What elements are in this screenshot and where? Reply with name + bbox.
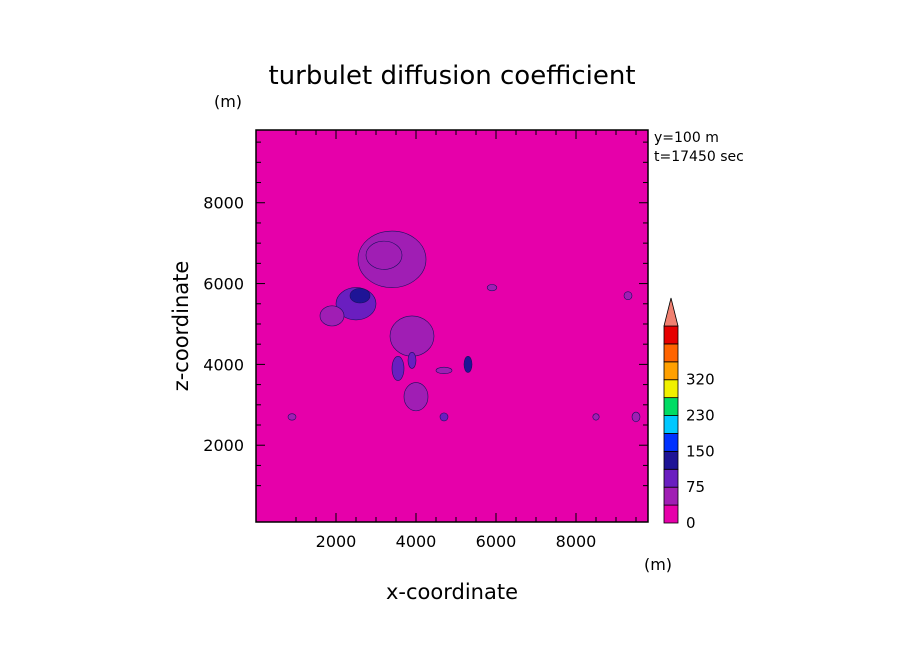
colorbar-label: 75 xyxy=(686,478,705,496)
contour-spot-a xyxy=(439,412,449,422)
contour-fill-layer xyxy=(287,230,641,423)
y-axis-label: z-coordinate xyxy=(169,261,193,392)
x-tick-label: 6000 xyxy=(476,532,517,551)
x-unit-label: (m) xyxy=(644,555,672,574)
chart-title: turbulet diffusion coefficient xyxy=(268,61,635,91)
contour-spot-g xyxy=(592,413,600,421)
plot-frame xyxy=(255,129,649,523)
y-tick-label: 6000 xyxy=(203,275,244,294)
plot-area xyxy=(255,129,649,523)
colorbar-swatch xyxy=(663,397,679,416)
contour-spot-d xyxy=(486,284,498,292)
contour-upper-cloud-core xyxy=(365,240,403,270)
plot-background xyxy=(256,130,648,522)
y-tick-label: 4000 xyxy=(203,355,244,374)
contour-spot-e xyxy=(623,291,633,301)
colorbar-extend-arrow xyxy=(663,297,679,327)
contour-left-arm xyxy=(319,305,345,327)
x-tick-label: 4000 xyxy=(396,532,437,551)
contour-spot-c xyxy=(631,411,641,423)
contour-mid-core-2 xyxy=(407,351,417,369)
x-axis: 2000 4000 6000 8000 xyxy=(295,130,637,551)
annotation-y: y=100 m xyxy=(654,130,719,146)
y-axis: 2000 4000 6000 8000 xyxy=(203,141,648,487)
colorbar-label: 0 xyxy=(686,514,696,532)
annotation-t: t=17450 sec xyxy=(654,149,744,165)
colorbar-swatch xyxy=(663,379,679,399)
colorbar-swatch xyxy=(663,450,679,470)
colorbar-label: 150 xyxy=(686,442,715,460)
y-tick-label: 2000 xyxy=(203,436,244,455)
contour-low-tail xyxy=(403,382,429,412)
colorbar-label: 320 xyxy=(686,371,715,389)
colorbar-label: 230 xyxy=(686,407,715,425)
colorbar-swatch xyxy=(663,325,679,345)
contour-mid-core-1 xyxy=(391,356,405,381)
x-tick-label: 2000 xyxy=(316,532,357,551)
contour-right-blob xyxy=(463,356,473,373)
colorbar-swatch xyxy=(663,361,679,381)
contour-spot-f xyxy=(287,413,297,421)
y-tick-label: 8000 xyxy=(203,194,244,213)
contour-mid-cloud xyxy=(389,315,435,357)
colorbar-swatch xyxy=(663,433,679,452)
x-tick-label: 8000 xyxy=(556,532,597,551)
contour-spot-b xyxy=(435,366,453,374)
contour-main-core xyxy=(349,288,371,304)
y-unit-label: (m) xyxy=(214,92,242,111)
colorbar-swatch xyxy=(663,486,679,506)
colorbar-swatch xyxy=(663,415,679,434)
colorbar: 0 75 150 230 320 xyxy=(663,297,715,532)
x-axis-label: x-coordinate xyxy=(386,580,518,604)
colorbar-swatch xyxy=(663,504,679,524)
colorbar-swatch xyxy=(663,468,679,488)
colorbar-swatch xyxy=(663,343,679,363)
